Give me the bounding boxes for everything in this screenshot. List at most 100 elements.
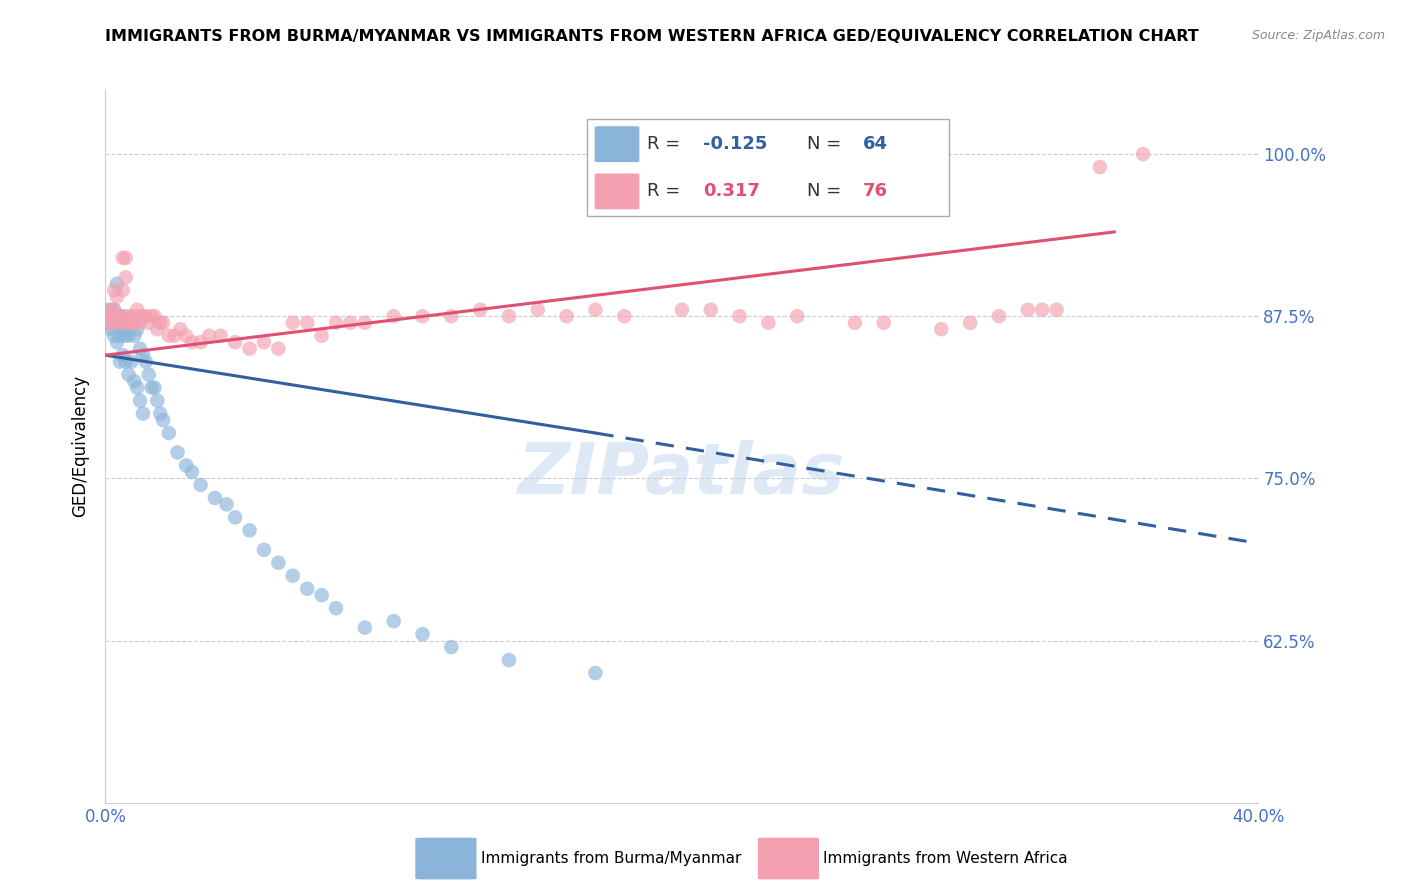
Point	[157, 425, 180, 440]
Point	[498, 653, 520, 667]
Point	[117, 328, 139, 343]
Text: Immigrants from Burma/Myanmar: Immigrants from Burma/Myanmar	[481, 851, 741, 866]
Point	[108, 310, 131, 324]
Point	[143, 310, 166, 324]
Text: R =: R =	[647, 136, 686, 153]
Point	[844, 316, 866, 330]
Point	[97, 310, 120, 324]
Point	[585, 302, 607, 317]
Text: IMMIGRANTS FROM BURMA/MYANMAR VS IMMIGRANTS FROM WESTERN AFRICA GED/EQUIVALENCY : IMMIGRANTS FROM BURMA/MYANMAR VS IMMIGRA…	[105, 29, 1199, 44]
Text: -0.125: -0.125	[703, 136, 768, 153]
Point	[169, 322, 191, 336]
Point	[959, 316, 981, 330]
Point	[124, 328, 146, 343]
Point	[1132, 147, 1154, 161]
Point	[100, 316, 122, 330]
Y-axis label: GED/Equivalency: GED/Equivalency	[72, 375, 90, 517]
Point	[758, 316, 780, 330]
Point	[120, 354, 142, 368]
Point	[129, 316, 152, 330]
Point	[190, 335, 212, 350]
Text: 0.317: 0.317	[703, 182, 759, 200]
Point	[281, 316, 304, 330]
Point	[209, 328, 232, 343]
Point	[224, 335, 246, 350]
Point	[354, 316, 377, 330]
Point	[325, 601, 347, 615]
Point	[382, 310, 405, 324]
Point	[114, 270, 136, 285]
Point	[117, 368, 139, 382]
Point	[253, 335, 276, 350]
Text: 76: 76	[863, 182, 889, 200]
Point	[114, 328, 136, 343]
Point	[127, 322, 149, 336]
Text: 64: 64	[863, 136, 889, 153]
Point	[190, 478, 212, 492]
Point	[135, 354, 157, 368]
Point	[239, 524, 262, 538]
Point	[527, 302, 550, 317]
Point	[97, 310, 120, 324]
Point	[124, 316, 146, 330]
Point	[114, 354, 136, 368]
Point	[671, 302, 693, 317]
Point	[103, 310, 125, 324]
Point	[198, 328, 221, 343]
Point	[325, 316, 347, 330]
Point	[97, 316, 120, 330]
Point	[105, 277, 128, 291]
Point	[143, 381, 166, 395]
Point	[1031, 302, 1053, 317]
Point	[412, 310, 434, 324]
Point	[440, 640, 463, 654]
Point	[135, 310, 157, 324]
Point	[174, 328, 197, 343]
Point	[124, 374, 146, 388]
Text: ZIPatlas: ZIPatlas	[519, 440, 845, 509]
Point	[873, 316, 896, 330]
Point	[111, 322, 134, 336]
Point	[311, 328, 333, 343]
Point	[105, 316, 128, 330]
Point	[97, 310, 120, 324]
Point	[141, 381, 163, 395]
Point	[1046, 302, 1069, 317]
Point	[132, 348, 155, 362]
Point	[100, 302, 122, 317]
Point	[297, 582, 319, 596]
Point	[103, 302, 125, 317]
Text: N =: N =	[807, 182, 846, 200]
Point	[120, 316, 142, 330]
Point	[149, 316, 172, 330]
Point	[181, 465, 204, 479]
Point	[114, 316, 136, 330]
Point	[931, 322, 953, 336]
Point	[152, 316, 174, 330]
Point	[204, 491, 226, 505]
Point	[149, 407, 172, 421]
Point	[100, 322, 122, 336]
Point	[440, 310, 463, 324]
Point	[108, 310, 131, 324]
FancyBboxPatch shape	[588, 119, 949, 217]
Point	[129, 342, 152, 356]
Point	[152, 413, 174, 427]
Point	[224, 510, 246, 524]
Point	[120, 316, 142, 330]
Point	[97, 310, 120, 324]
Point	[253, 542, 276, 557]
Point	[174, 458, 197, 473]
Point	[412, 627, 434, 641]
Point	[138, 368, 160, 382]
Text: R =: R =	[647, 182, 686, 200]
Point	[138, 316, 160, 330]
Point	[166, 445, 188, 459]
Point	[239, 342, 262, 356]
FancyBboxPatch shape	[595, 173, 640, 210]
Point	[132, 407, 155, 421]
Point	[988, 310, 1011, 324]
Point	[470, 302, 492, 317]
Point	[339, 316, 361, 330]
Point	[281, 568, 304, 582]
